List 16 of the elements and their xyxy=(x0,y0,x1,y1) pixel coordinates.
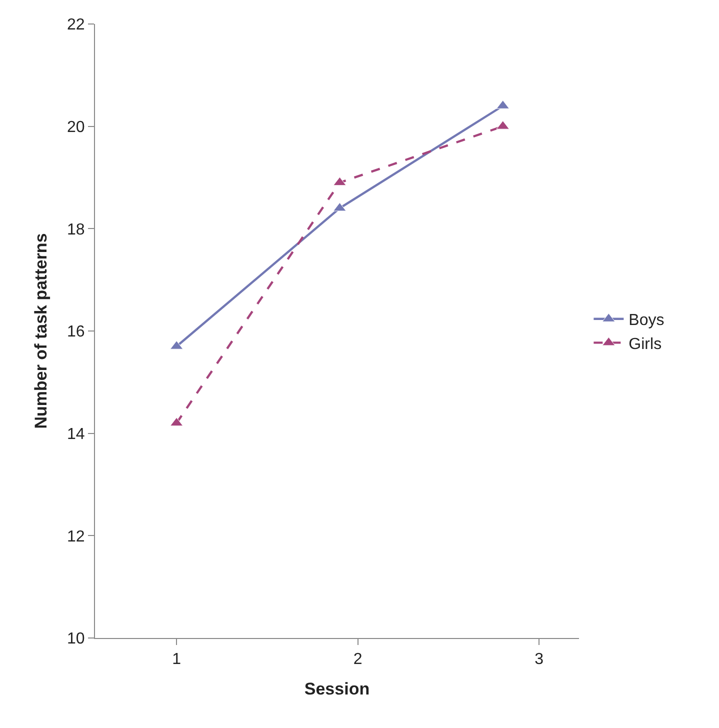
legend-label: Girls xyxy=(628,336,662,353)
y-axis-title: Number of task patterns xyxy=(32,233,51,429)
y-tick-label: 18 xyxy=(67,221,85,238)
y-tick-label: 20 xyxy=(67,118,85,136)
y-tick-label: 12 xyxy=(67,528,85,546)
point xyxy=(333,202,346,212)
y-tick-label: 22 xyxy=(67,16,85,34)
x-tick-label: 1 xyxy=(172,651,182,668)
x-tick-label: 3 xyxy=(534,651,544,668)
y-tick-label: 14 xyxy=(67,426,85,443)
y-tick-label: 16 xyxy=(67,324,85,341)
x-tick-label: 2 xyxy=(353,651,362,668)
y-tick-label: 10 xyxy=(67,630,85,648)
x-axis-title: Session xyxy=(304,680,370,699)
point xyxy=(333,176,346,186)
legend-label: Boys xyxy=(628,312,664,330)
